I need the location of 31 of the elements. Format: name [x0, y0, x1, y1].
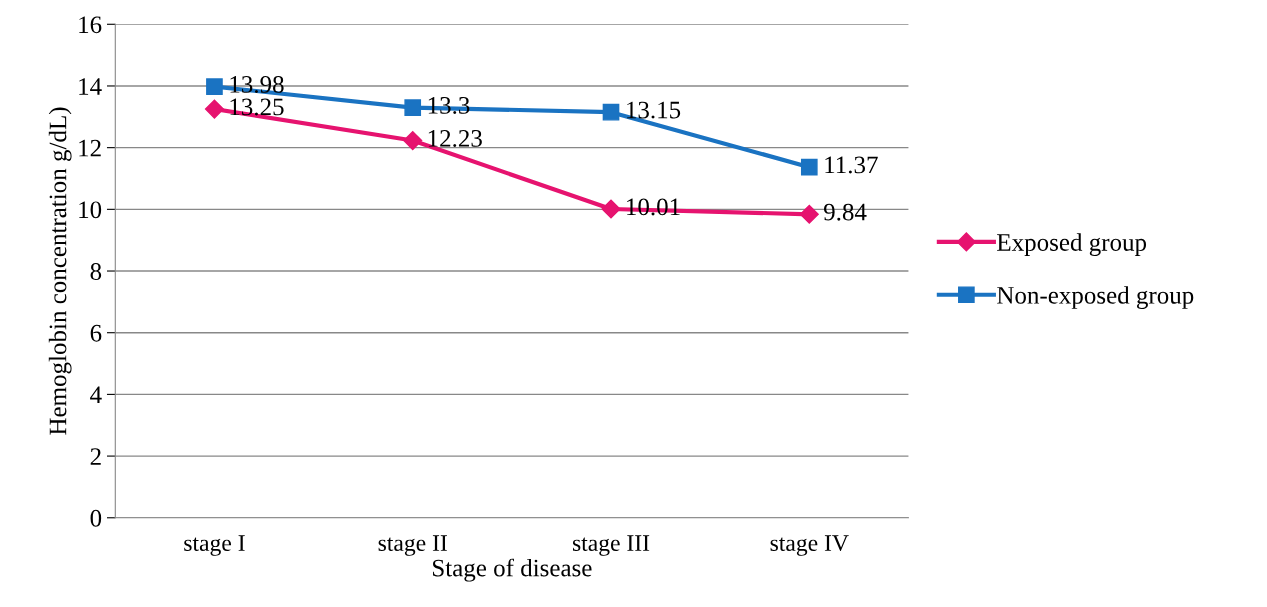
y-tick-label: 6 [90, 324, 102, 342]
point [601, 199, 621, 219]
point [799, 204, 819, 224]
y-tick-label: 8 [90, 263, 102, 280]
legend-label: Non-exposed group [997, 286, 1194, 309]
data-label: 9.84 [823, 203, 867, 221]
x-tick-label: stage II [378, 535, 447, 556]
y-tick-label: 14 [79, 78, 102, 95]
x-axis-title: Stage of disease [433, 558, 592, 582]
data-label: 13.25 [230, 98, 284, 116]
data-label: 11.37 [825, 156, 878, 174]
legend-label: Exposed group [997, 233, 1147, 257]
y-tick-label: 16 [79, 16, 102, 34]
point [404, 99, 422, 116]
point [403, 131, 423, 151]
x-tick-label: stage I [184, 535, 245, 556]
y-tick-label: 2 [90, 448, 101, 465]
data-label: 13.15 [627, 101, 681, 119]
x-tick-label: stage III [572, 535, 650, 556]
y-tick-label: 4 [90, 386, 102, 404]
data-label: 13.98 [230, 75, 284, 93]
y-axis-title: Hemoglobin concentration g/dL) [48, 107, 72, 435]
y-tick-label: 10 [79, 201, 102, 219]
point [602, 103, 620, 121]
point [206, 78, 223, 95]
y-tick-label: 0 [90, 509, 102, 527]
point [800, 158, 818, 176]
y-tick-label: 12 [79, 139, 101, 157]
point [204, 99, 224, 119]
data-label: 12.23 [428, 130, 482, 147]
x-tick-label: stage IV [770, 535, 849, 556]
